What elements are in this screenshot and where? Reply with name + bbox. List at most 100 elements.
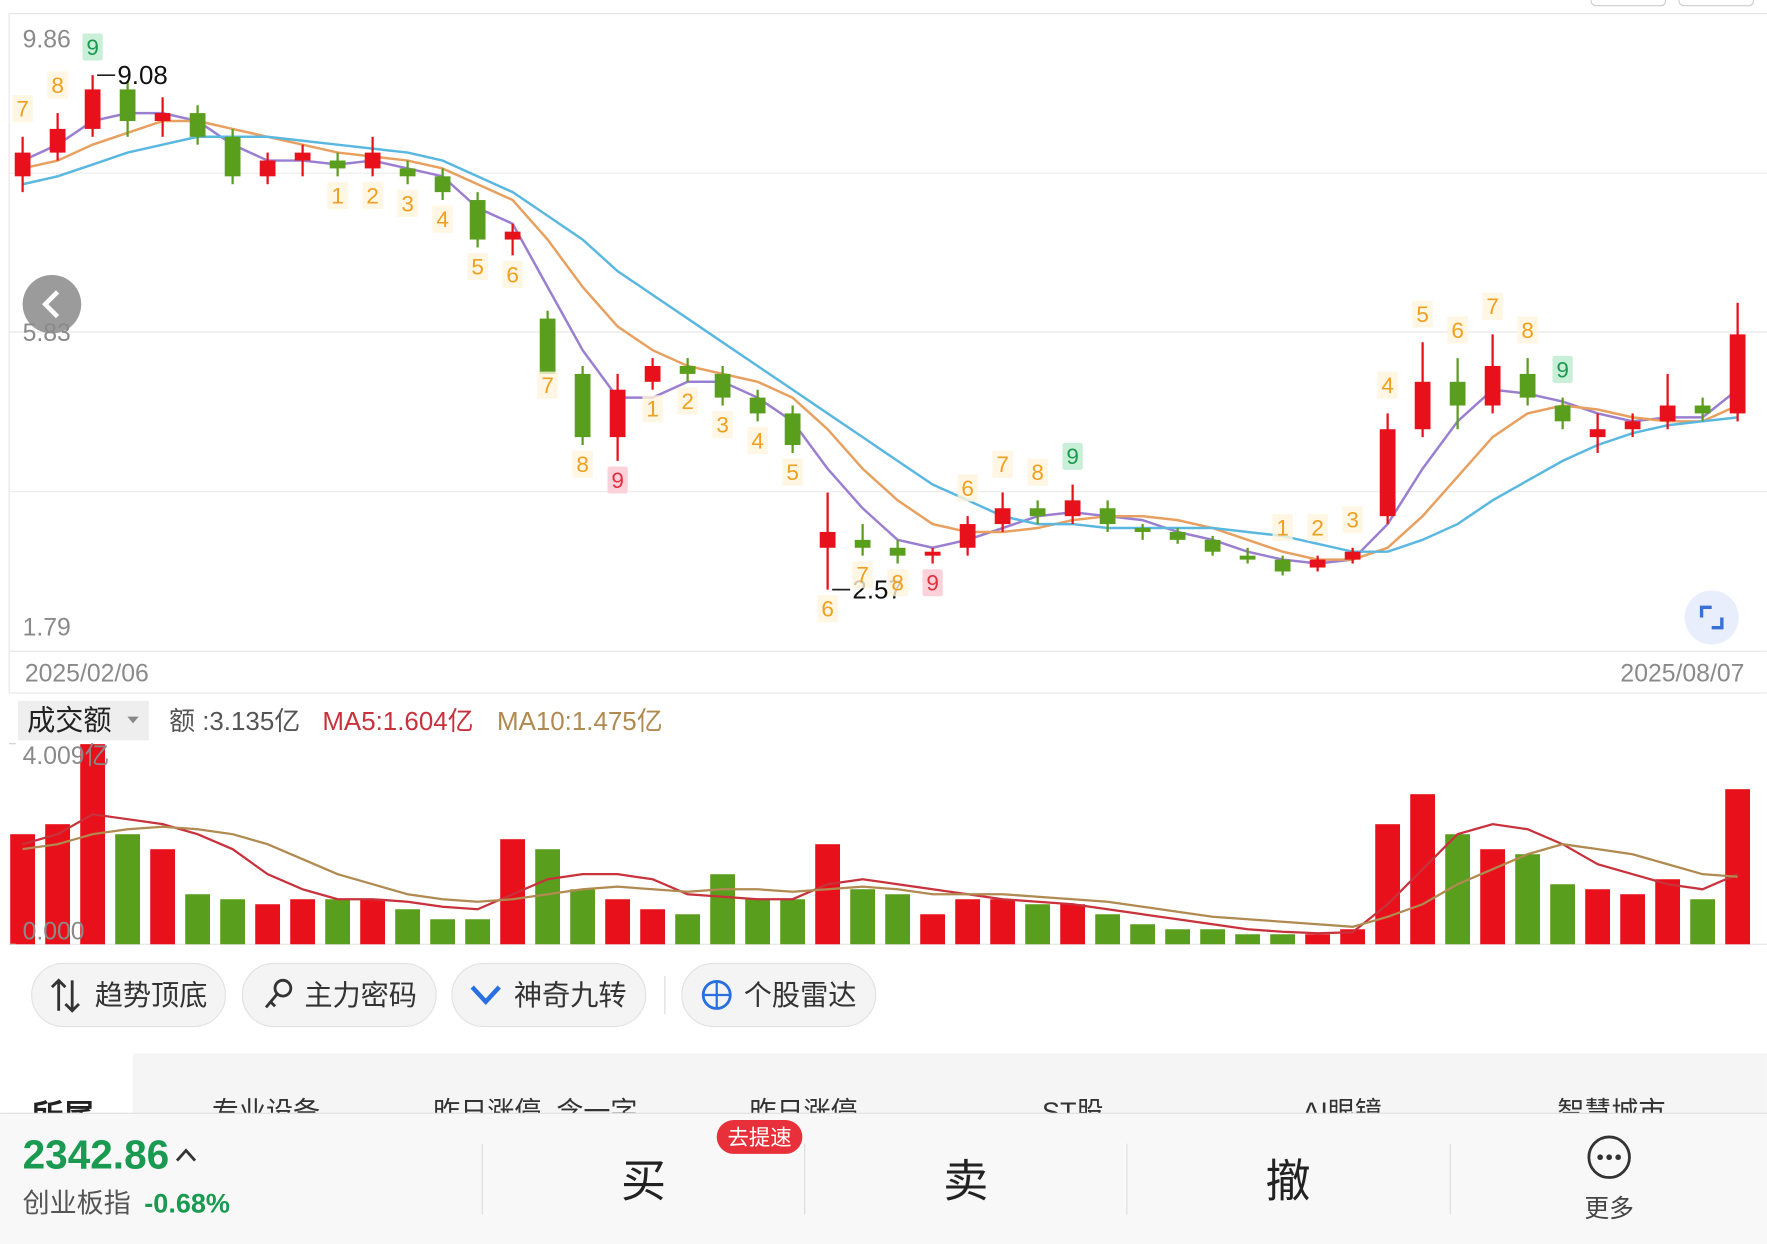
- candle-body: [1519, 373, 1536, 398]
- nine-turn-label: 8: [576, 452, 589, 477]
- buy-button[interactable]: 买: [621, 1156, 666, 1207]
- tool-button[interactable]: [451, 962, 647, 1028]
- candle-body: [84, 89, 101, 129]
- candle-body: [1204, 539, 1221, 552]
- volume-bar: [1130, 924, 1156, 945]
- candle-body: [889, 547, 906, 556]
- volume-bar: [1060, 904, 1086, 945]
- ma-line: [22, 135, 1738, 553]
- candle-body: [1309, 559, 1326, 568]
- toolbar: 趋势顶底 主力密码 神奇九转 个股雷达: [31, 962, 877, 1028]
- candle-body: [1134, 528, 1151, 532]
- nine-turn-bg: [887, 569, 908, 597]
- volume-bar: [290, 899, 316, 945]
- tool-icon: [273, 978, 293, 998]
- nine-turn-label: 9: [611, 468, 624, 493]
- tool-icon: [470, 985, 501, 1006]
- nine-turn-label: 6: [506, 262, 519, 287]
- back-button[interactable]: [22, 274, 82, 334]
- nine-turn-bg: [817, 595, 838, 623]
- x-tick-label: 2025/08/07: [1620, 661, 1744, 688]
- nine-turn-label: 8: [891, 571, 904, 596]
- candle-body: [1099, 508, 1116, 525]
- candle-body: [49, 128, 66, 153]
- candle-body: [469, 200, 486, 240]
- candle-body: [504, 231, 521, 240]
- candle-body: [399, 168, 416, 177]
- volume-panel: 4.009亿 0.000: [9, 742, 1767, 946]
- nine-turn-label: 3: [1346, 507, 1359, 532]
- more-label[interactable]: 更多: [1584, 1195, 1634, 1223]
- volume-summary: 额 :3.135亿: [169, 707, 300, 736]
- volume-bar: [850, 889, 876, 945]
- candle-body: [994, 508, 1011, 525]
- tool-label: 神奇九转: [514, 979, 627, 1011]
- nine-turn-bg: [47, 71, 68, 99]
- volume-bar: [10, 834, 36, 945]
- candle-body: [224, 136, 241, 177]
- nine-turn-bg: [572, 450, 593, 478]
- nine-turn-bg: [1377, 371, 1398, 399]
- candle-body: [259, 160, 276, 177]
- candle-body: [1659, 405, 1676, 422]
- nine-turn-bg: [782, 458, 803, 486]
- sell-button[interactable]: 卖: [943, 1156, 988, 1207]
- volume-bar: [185, 894, 211, 945]
- volume-bar: [1200, 929, 1226, 945]
- y-tick-label: 9.86: [23, 26, 71, 53]
- candle-body: [854, 539, 871, 548]
- nine-turn-bg: [992, 450, 1013, 478]
- nine-turn-label: 6: [961, 476, 974, 501]
- nine-turn-label: 7: [541, 373, 554, 398]
- x-tick-label: 2025/02/06: [25, 661, 149, 688]
- nine-turn-label: 2: [1311, 515, 1324, 540]
- volume-bar: [675, 914, 701, 945]
- tool-icon: [50, 978, 80, 1013]
- volume-bar: [80, 744, 106, 945]
- candle-body: [1029, 508, 1046, 517]
- y-tick-label: 0.000: [23, 919, 85, 946]
- nine-turn-label: 8: [1031, 460, 1044, 485]
- expand-arrow[interactable]: [175, 1148, 197, 1162]
- tool-button[interactable]: [31, 962, 227, 1028]
- volume-bar: [1620, 894, 1646, 945]
- volume-bar: [395, 909, 421, 945]
- volume-bar: [1690, 899, 1716, 945]
- ma-line: [22, 111, 1739, 565]
- more-icon: [1597, 1154, 1603, 1161]
- volume-bar: [1165, 929, 1191, 945]
- volume-bar: [1305, 934, 1331, 945]
- top-button[interactable]: [1678, 0, 1754, 7]
- expand-button[interactable]: [1684, 590, 1739, 645]
- top-button[interactable]: [1590, 0, 1667, 7]
- candle-body: [959, 524, 976, 548]
- tool-button[interactable]: [681, 962, 877, 1028]
- nine-turn-box: [1552, 355, 1573, 383]
- candle-body: [714, 373, 731, 398]
- candle-body: [644, 365, 661, 382]
- nine-turn-bg: [1412, 300, 1433, 328]
- cancel-button[interactable]: 撤: [1265, 1156, 1310, 1207]
- volume-bar: [255, 904, 281, 945]
- volume-bar: [325, 899, 351, 945]
- candle-body: [119, 89, 136, 122]
- candle-body: [784, 413, 801, 446]
- nine-turn-label: 9: [926, 571, 939, 596]
- ma-line: [22, 119, 1739, 561]
- candle-body: [364, 152, 381, 169]
- candle-body: [1589, 429, 1606, 438]
- more-icon[interactable]: [1587, 1135, 1631, 1179]
- nine-turn-bg: [642, 395, 663, 423]
- nine-turn-label: 8: [51, 73, 64, 98]
- nine-turn-bg: [1447, 316, 1468, 344]
- volume-bar: [1480, 849, 1506, 945]
- tool-button[interactable]: [241, 962, 437, 1028]
- expand-icon: [1699, 605, 1724, 630]
- volume-bar: [430, 919, 456, 945]
- candle-body: [14, 152, 31, 177]
- volume-selector[interactable]: [18, 700, 149, 741]
- nine-turn-box: [1062, 442, 1083, 470]
- candle-body: [539, 318, 556, 374]
- volume-bar: [1025, 904, 1051, 945]
